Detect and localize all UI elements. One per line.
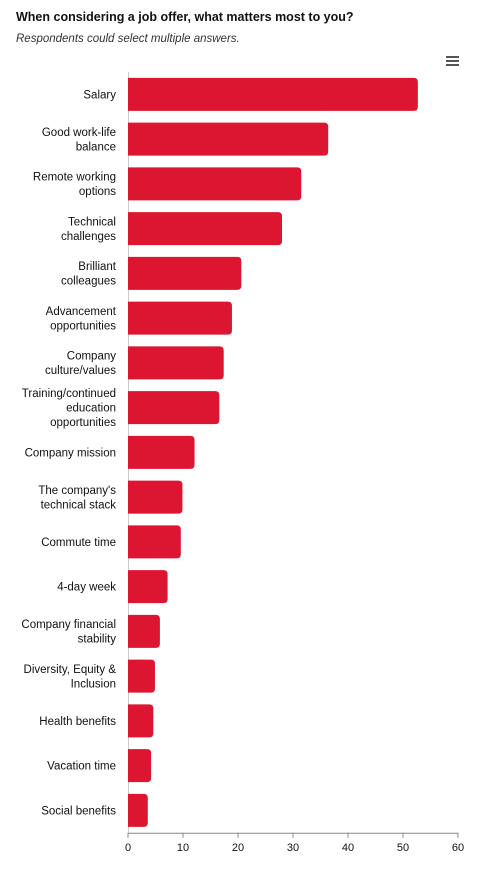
category-label: Company culture/values [45, 351, 116, 378]
bar[interactable] [128, 391, 220, 425]
category-label: Technical challenges [61, 216, 116, 243]
bar[interactable] [128, 167, 302, 201]
bar[interactable] [128, 346, 224, 380]
bar[interactable] [128, 77, 418, 111]
x-tick-label: 40 [342, 842, 354, 854]
x-tick-label: 10 [177, 842, 189, 854]
category-label: Social benefits [41, 805, 116, 817]
category-label: Health benefits [39, 716, 116, 728]
category-label: Training/continued education opportunities [22, 388, 116, 429]
bar[interactable] [128, 704, 154, 738]
category-label: Company mission [25, 447, 116, 459]
hamburger-menu-icon[interactable] [443, 52, 463, 68]
x-tick-label: 50 [397, 842, 409, 854]
category-label: Good work-life balance [42, 127, 116, 154]
category-label: Commute time [41, 537, 116, 549]
bar[interactable] [128, 749, 152, 783]
category-label: Company financial stability [21, 619, 116, 646]
chart-subtitle: Respondents could select multiple answer… [16, 33, 240, 45]
bar[interactable] [128, 659, 155, 693]
category-label: 4-day week [57, 582, 116, 594]
x-tick-label: 20 [232, 842, 244, 854]
bar[interactable] [128, 435, 195, 469]
bar[interactable] [128, 212, 282, 246]
category-label: Brilliant colleagues [61, 261, 117, 288]
bar[interactable] [128, 122, 329, 156]
x-tick-label: 0 [125, 842, 131, 854]
category-label: Vacation time [47, 761, 116, 773]
x-tick-label: 60 [452, 842, 464, 854]
category-label: Remote working options [33, 172, 116, 199]
bar[interactable] [128, 525, 181, 559]
chart-title: When considering a job offer, what matte… [16, 10, 354, 24]
bar[interactable] [128, 256, 242, 290]
category-label: Salary [83, 89, 116, 101]
bar[interactable] [128, 793, 148, 827]
bar[interactable] [128, 480, 183, 514]
bar[interactable] [128, 614, 160, 648]
category-label: The company's technical stack [38, 485, 116, 512]
bar[interactable] [128, 570, 168, 604]
category-label: Diversity, Equity & Inclusion [24, 664, 117, 691]
x-tick-label: 30 [287, 842, 299, 854]
category-label: Advancement opportunities [46, 306, 117, 333]
bar[interactable] [128, 301, 232, 335]
